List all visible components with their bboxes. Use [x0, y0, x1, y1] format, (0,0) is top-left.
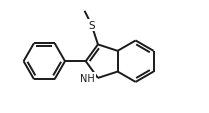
- Text: S: S: [88, 21, 95, 30]
- Text: NH: NH: [80, 73, 95, 83]
